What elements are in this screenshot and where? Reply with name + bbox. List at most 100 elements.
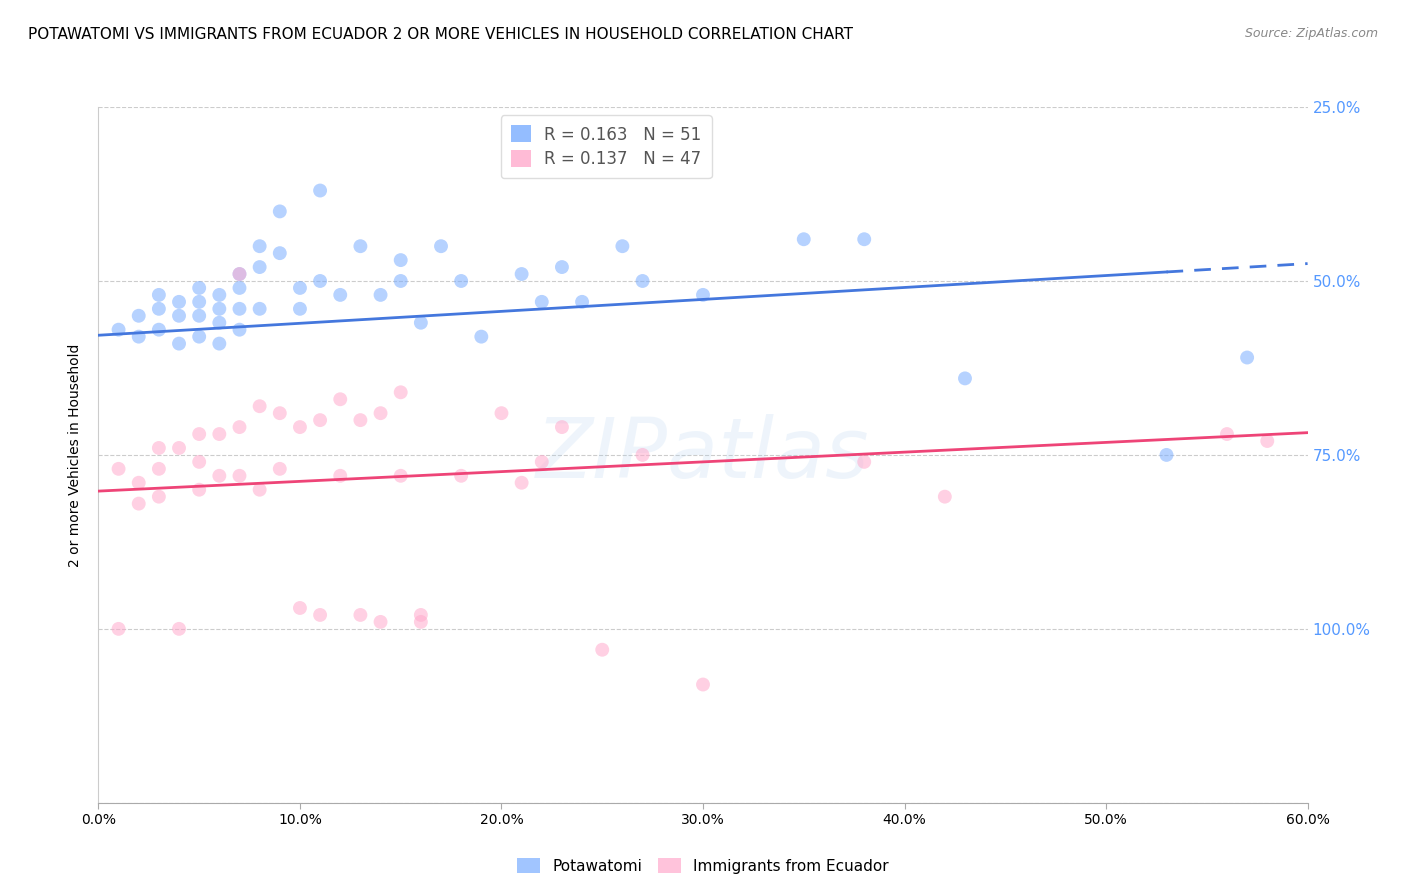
Point	[934, 490, 956, 504]
Point	[128, 475, 150, 490]
Point	[450, 274, 472, 288]
Point	[269, 462, 291, 476]
Point	[128, 329, 150, 343]
Point	[208, 336, 231, 351]
Point	[1256, 434, 1278, 448]
Point	[510, 475, 533, 490]
Point	[188, 281, 211, 295]
Point	[551, 420, 574, 434]
Point	[631, 274, 654, 288]
Point	[409, 607, 432, 622]
Point	[530, 294, 553, 309]
Text: POTAWATOMI VS IMMIGRANTS FROM ECUADOR 2 OR MORE VEHICLES IN HOUSEHOLD CORRELATIO: POTAWATOMI VS IMMIGRANTS FROM ECUADOR 2 …	[28, 27, 853, 42]
Point	[228, 281, 250, 295]
Point	[631, 448, 654, 462]
Point	[148, 462, 170, 476]
Point	[228, 323, 250, 337]
Point	[793, 232, 815, 246]
Point	[167, 309, 190, 323]
Point	[107, 323, 129, 337]
Point	[269, 406, 291, 420]
Point	[510, 267, 533, 281]
Point	[349, 239, 371, 253]
Point	[188, 483, 211, 497]
Point	[167, 622, 190, 636]
Point	[148, 441, 170, 455]
Point	[612, 239, 634, 253]
Point	[349, 413, 371, 427]
Point	[269, 246, 291, 260]
Point	[148, 323, 170, 337]
Point	[188, 329, 211, 343]
Point	[107, 462, 129, 476]
Point	[470, 329, 492, 343]
Point	[208, 288, 231, 302]
Point	[188, 294, 211, 309]
Point	[228, 468, 250, 483]
Point	[249, 239, 271, 253]
Point	[148, 490, 170, 504]
Point	[188, 309, 211, 323]
Point	[228, 267, 250, 281]
Text: ZIPatlas: ZIPatlas	[536, 415, 870, 495]
Point	[389, 253, 412, 268]
Legend: R = 0.163   N = 51, R = 0.137   N = 47: R = 0.163 N = 51, R = 0.137 N = 47	[501, 115, 711, 178]
Point	[228, 301, 250, 316]
Point	[188, 427, 211, 442]
Point	[551, 260, 574, 274]
Point	[1236, 351, 1258, 365]
Point	[309, 607, 332, 622]
Point	[208, 316, 231, 330]
Point	[208, 468, 231, 483]
Point	[249, 260, 271, 274]
Legend: Potawatomi, Immigrants from Ecuador: Potawatomi, Immigrants from Ecuador	[512, 852, 894, 880]
Point	[309, 413, 332, 427]
Point	[692, 677, 714, 691]
Point	[288, 281, 311, 295]
Point	[329, 392, 352, 407]
Point	[249, 301, 271, 316]
Point	[491, 406, 513, 420]
Point	[288, 301, 311, 316]
Point	[228, 267, 250, 281]
Point	[188, 455, 211, 469]
Point	[148, 301, 170, 316]
Point	[853, 455, 876, 469]
Point	[329, 468, 352, 483]
Point	[409, 615, 432, 629]
Point	[148, 288, 170, 302]
Point	[288, 601, 311, 615]
Point	[1216, 427, 1239, 442]
Text: Source: ZipAtlas.com: Source: ZipAtlas.com	[1244, 27, 1378, 40]
Point	[128, 309, 150, 323]
Point	[370, 615, 392, 629]
Point	[288, 420, 311, 434]
Point	[228, 420, 250, 434]
Point	[530, 455, 553, 469]
Point	[309, 274, 332, 288]
Point	[370, 288, 392, 302]
Point	[107, 622, 129, 636]
Point	[389, 274, 412, 288]
Point	[692, 288, 714, 302]
Point	[409, 316, 432, 330]
Point	[591, 642, 613, 657]
Point	[249, 483, 271, 497]
Point	[167, 441, 190, 455]
Point	[329, 288, 352, 302]
Point	[1156, 448, 1178, 462]
Point	[450, 468, 472, 483]
Point	[269, 204, 291, 219]
Point	[430, 239, 453, 253]
Point	[208, 427, 231, 442]
Point	[167, 336, 190, 351]
Point	[249, 399, 271, 413]
Point	[128, 497, 150, 511]
Point	[853, 232, 876, 246]
Point	[208, 301, 231, 316]
Point	[953, 371, 976, 385]
Point	[167, 294, 190, 309]
Point	[389, 385, 412, 400]
Point	[309, 184, 332, 198]
Point	[349, 607, 371, 622]
